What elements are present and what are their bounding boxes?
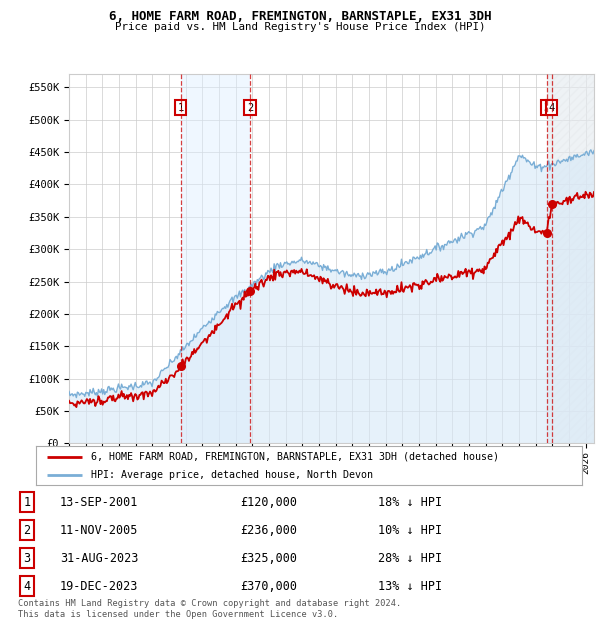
Text: Contains HM Land Registry data © Crown copyright and database right 2024.
This d: Contains HM Land Registry data © Crown c…: [18, 600, 401, 619]
Text: 13% ↓ HPI: 13% ↓ HPI: [378, 580, 442, 593]
Text: 3: 3: [544, 102, 550, 113]
Bar: [547, 74, 594, 443]
Text: 31-AUG-2023: 31-AUG-2023: [60, 552, 139, 565]
Text: £120,000: £120,000: [240, 496, 297, 509]
Text: 2: 2: [23, 524, 31, 537]
Bar: [181, 74, 250, 443]
Text: £325,000: £325,000: [240, 552, 297, 565]
Text: 6, HOME FARM ROAD, FREMINGTON, BARNSTAPLE, EX31 3DH: 6, HOME FARM ROAD, FREMINGTON, BARNSTAPL…: [109, 10, 491, 23]
Bar: [547, 74, 594, 443]
Text: 6, HOME FARM ROAD, FREMINGTON, BARNSTAPLE, EX31 3DH (detached house): 6, HOME FARM ROAD, FREMINGTON, BARNSTAPL…: [91, 452, 499, 462]
Text: 19-DEC-2023: 19-DEC-2023: [60, 580, 139, 593]
Text: 10% ↓ HPI: 10% ↓ HPI: [378, 524, 442, 537]
Text: 4: 4: [23, 580, 31, 593]
Text: 1: 1: [178, 102, 184, 113]
Text: 11-NOV-2005: 11-NOV-2005: [60, 524, 139, 537]
Text: Price paid vs. HM Land Registry's House Price Index (HPI): Price paid vs. HM Land Registry's House …: [115, 22, 485, 32]
Text: 18% ↓ HPI: 18% ↓ HPI: [378, 496, 442, 509]
Text: 28% ↓ HPI: 28% ↓ HPI: [378, 552, 442, 565]
Text: £370,000: £370,000: [240, 580, 297, 593]
Text: HPI: Average price, detached house, North Devon: HPI: Average price, detached house, Nort…: [91, 470, 373, 480]
Text: 2: 2: [247, 102, 253, 113]
Text: £236,000: £236,000: [240, 524, 297, 537]
Text: 13-SEP-2001: 13-SEP-2001: [60, 496, 139, 509]
Text: 3: 3: [23, 552, 31, 565]
Text: 1: 1: [23, 496, 31, 509]
Text: 4: 4: [548, 102, 555, 113]
